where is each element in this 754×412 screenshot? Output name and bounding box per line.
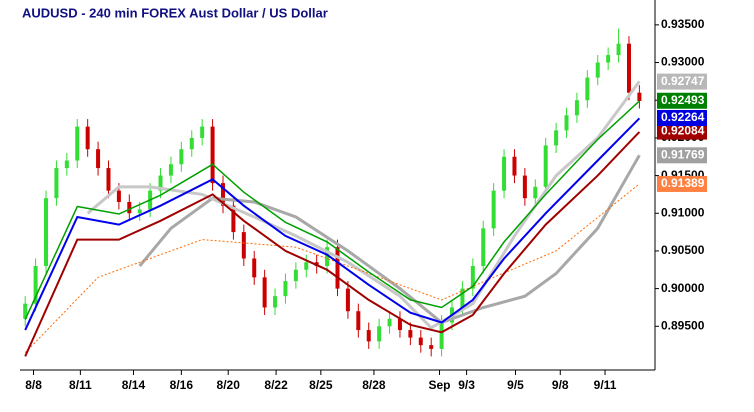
x-tick-label: 8/11 xyxy=(69,378,92,392)
candle-body xyxy=(606,55,611,63)
candle-body xyxy=(304,262,309,270)
candle-body xyxy=(262,277,267,308)
candle-body xyxy=(54,168,59,199)
candle-body xyxy=(335,247,340,289)
x-tick-label: 9/5 xyxy=(507,378,524,392)
candle-body xyxy=(168,164,173,176)
price-label: 0.91769 xyxy=(661,147,705,161)
candle-body xyxy=(158,175,163,191)
indicator-line xyxy=(86,80,641,330)
x-tick-label: 8/16 xyxy=(170,378,194,392)
candle-body xyxy=(293,269,298,282)
candle-body xyxy=(283,281,288,297)
price-box xyxy=(657,92,707,109)
x-tick-label: 8/8 xyxy=(25,378,42,392)
candle-body xyxy=(220,183,225,206)
candle-body xyxy=(512,156,517,176)
candle-body xyxy=(33,266,38,304)
candle-body xyxy=(231,205,236,233)
y-tick-label: 0.90000 xyxy=(661,281,705,295)
x-tick-label: 9/11 xyxy=(594,378,617,392)
candle-body xyxy=(356,311,361,331)
candle-body xyxy=(96,149,101,169)
candle-body xyxy=(116,190,121,202)
candle-body xyxy=(325,247,330,267)
candle-body xyxy=(574,100,579,116)
y-tick-label: 0.90500 xyxy=(661,243,705,257)
x-tick-label: 9/8 xyxy=(552,378,569,392)
indicator-line xyxy=(24,131,641,357)
candle-body xyxy=(429,345,434,349)
price-label: 0.92264 xyxy=(661,110,705,124)
x-tick-label: 8/22 xyxy=(264,378,288,392)
x-tick-label: 9/3 xyxy=(458,378,475,392)
candle-body xyxy=(179,149,184,165)
price-box xyxy=(657,123,707,140)
candle-body xyxy=(241,232,246,259)
price-label: 0.92084 xyxy=(661,124,705,138)
candle-body xyxy=(137,209,142,214)
x-tick-label: Sep xyxy=(429,378,451,392)
candle-body xyxy=(439,322,444,349)
candle-body xyxy=(460,288,465,308)
indicator-line xyxy=(24,100,640,320)
candle-body xyxy=(616,43,621,56)
y-tick-label: 0.93500 xyxy=(661,17,705,31)
candle-body xyxy=(345,288,350,312)
price-box xyxy=(657,147,707,164)
candle-body xyxy=(502,156,507,191)
price-label: 0.92747 xyxy=(661,74,705,88)
candle-body xyxy=(481,228,486,267)
candle-body xyxy=(210,126,215,184)
x-tick-label: 8/20 xyxy=(217,378,241,392)
x-tick-label: 8/14 xyxy=(122,378,146,392)
price-label: 0.92493 xyxy=(661,93,705,107)
candle-body xyxy=(85,126,90,150)
price-label: 0.91389 xyxy=(661,176,705,190)
candle-body xyxy=(397,318,402,331)
candle-body xyxy=(543,145,548,187)
y-tick-label: 0.91000 xyxy=(661,205,705,219)
candle-body xyxy=(23,303,28,319)
indicator-line xyxy=(24,183,640,354)
candle-body xyxy=(189,137,194,150)
candle-body xyxy=(637,92,642,101)
x-tick-label: 8/25 xyxy=(309,378,333,392)
candle-body xyxy=(377,326,382,342)
candle-body xyxy=(533,186,538,199)
indicator-line xyxy=(24,117,641,331)
candle-body xyxy=(418,337,423,346)
x-tick-label: 8/28 xyxy=(362,378,386,392)
price-box xyxy=(657,175,707,192)
price-box xyxy=(657,73,707,90)
candle-body xyxy=(491,190,496,229)
candle-body xyxy=(44,198,49,267)
candle-body xyxy=(273,296,278,308)
candle-body xyxy=(127,201,132,214)
price-box xyxy=(657,110,707,127)
candle-body xyxy=(106,168,111,191)
candle-body xyxy=(387,318,392,327)
candle-body xyxy=(554,130,559,146)
candle-body xyxy=(75,126,80,161)
candle-body xyxy=(252,258,257,278)
candle-body xyxy=(626,43,631,93)
candle-body xyxy=(595,62,600,78)
candle-body xyxy=(522,175,527,199)
candle-body xyxy=(470,266,475,289)
y-tick-label: 0.93000 xyxy=(661,55,705,69)
candle-body xyxy=(200,126,205,138)
candle-body xyxy=(585,77,590,101)
candle-body xyxy=(408,330,413,338)
candle-body xyxy=(64,160,69,169)
candle-body xyxy=(366,330,371,342)
candle-body xyxy=(564,115,569,131)
chart-title: AUDUSD - 240 min FOREX Aust Dollar / US … xyxy=(22,5,328,20)
y-tick-label: 0.89500 xyxy=(661,318,705,332)
